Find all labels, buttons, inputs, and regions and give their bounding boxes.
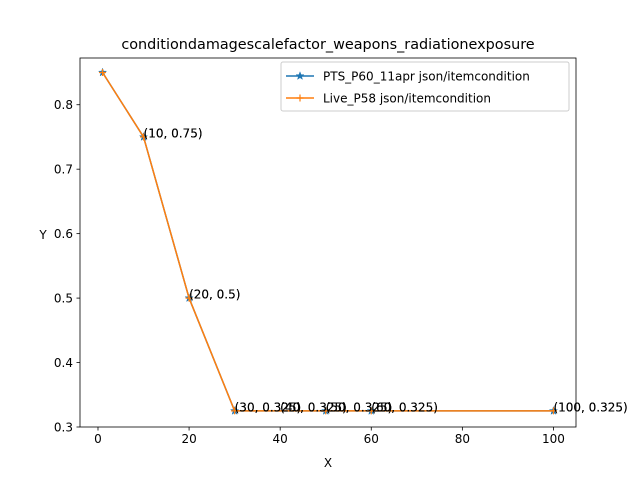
legend-label-pts: PTS_P60_11apr json/itemcondition (323, 70, 530, 84)
data-point-s1-6 (549, 407, 557, 415)
legend: PTS_P60_11apr json/itemcondition Live_P5… (280, 61, 570, 112)
axes-frame (79, 57, 577, 428)
y-tick-label: 0.6 (54, 227, 73, 241)
annotation-label: (40, 0.325) (280, 400, 347, 414)
annotation-label: (100, 0.325) (553, 400, 627, 414)
legend-marker-glyph (295, 71, 305, 81)
x-tick-label: 20 (181, 432, 196, 446)
annotation-label: (10, 0.75) (144, 126, 203, 140)
y-tick-label: 0.8 (54, 98, 73, 112)
annotation-label: (50, 0.325) (326, 400, 393, 414)
y-axis-label: Y (38, 228, 47, 242)
legend-item-pts: PTS_P60_11apr json/itemcondition (286, 70, 530, 84)
y-tick-label: 0.3 (54, 421, 73, 435)
legend-marker-pts (295, 71, 305, 81)
x-tick-label: 80 (455, 432, 470, 446)
y-tick-label: 0.5 (54, 292, 73, 306)
annotation-label: (50, 0.325) (326, 400, 393, 414)
x-tick-label: 100 (542, 432, 565, 446)
x-axis-label: X (324, 456, 332, 470)
data-point-s1-0 (99, 69, 107, 77)
legend-item-live: Live_P58 json/itemcondition (286, 92, 491, 106)
legend-marker-glyph (296, 94, 304, 102)
annotation-label: (10, 0.75) (144, 126, 203, 140)
legend-frame (280, 61, 570, 112)
data-point-s1-4 (322, 407, 330, 415)
annotation-label: (30, 0.325) (235, 400, 302, 414)
annotation-label: (40, 0.325) (280, 400, 347, 414)
y-tick-label: 0.4 (54, 356, 73, 370)
plot-area: 0 20 40 60 80 100 0.3 0.4 0.5 0.6 0.7 0.8 (10, 0.75)… (54, 57, 628, 446)
legend-marker-live (296, 94, 304, 102)
chart-title: conditiondamagescalefactor_weapons_radia… (121, 37, 534, 53)
annotation-label: (20, 0.5) (189, 288, 240, 302)
legend-label-live: Live_P58 json/itemcondition (323, 92, 491, 106)
annotation-label: (60, 0.325) (371, 400, 438, 414)
annotation-label: (20, 0.5) (189, 288, 240, 302)
data-point-s1-1 (140, 133, 148, 141)
annotation-label: (60, 0.325) (371, 400, 438, 414)
x-tick-label: 40 (273, 432, 288, 446)
annotation-label: (100, 0.325) (553, 400, 627, 414)
y-tick-label: 0.7 (54, 163, 73, 177)
data-point-s1-3 (231, 407, 239, 415)
x-tick-label: 0 (94, 432, 102, 446)
data-point-s1-5 (367, 407, 375, 415)
annotation-label: (30, 0.325) (235, 400, 302, 414)
x-tick-label: 60 (364, 432, 379, 446)
data-point-s1-2 (185, 294, 193, 302)
